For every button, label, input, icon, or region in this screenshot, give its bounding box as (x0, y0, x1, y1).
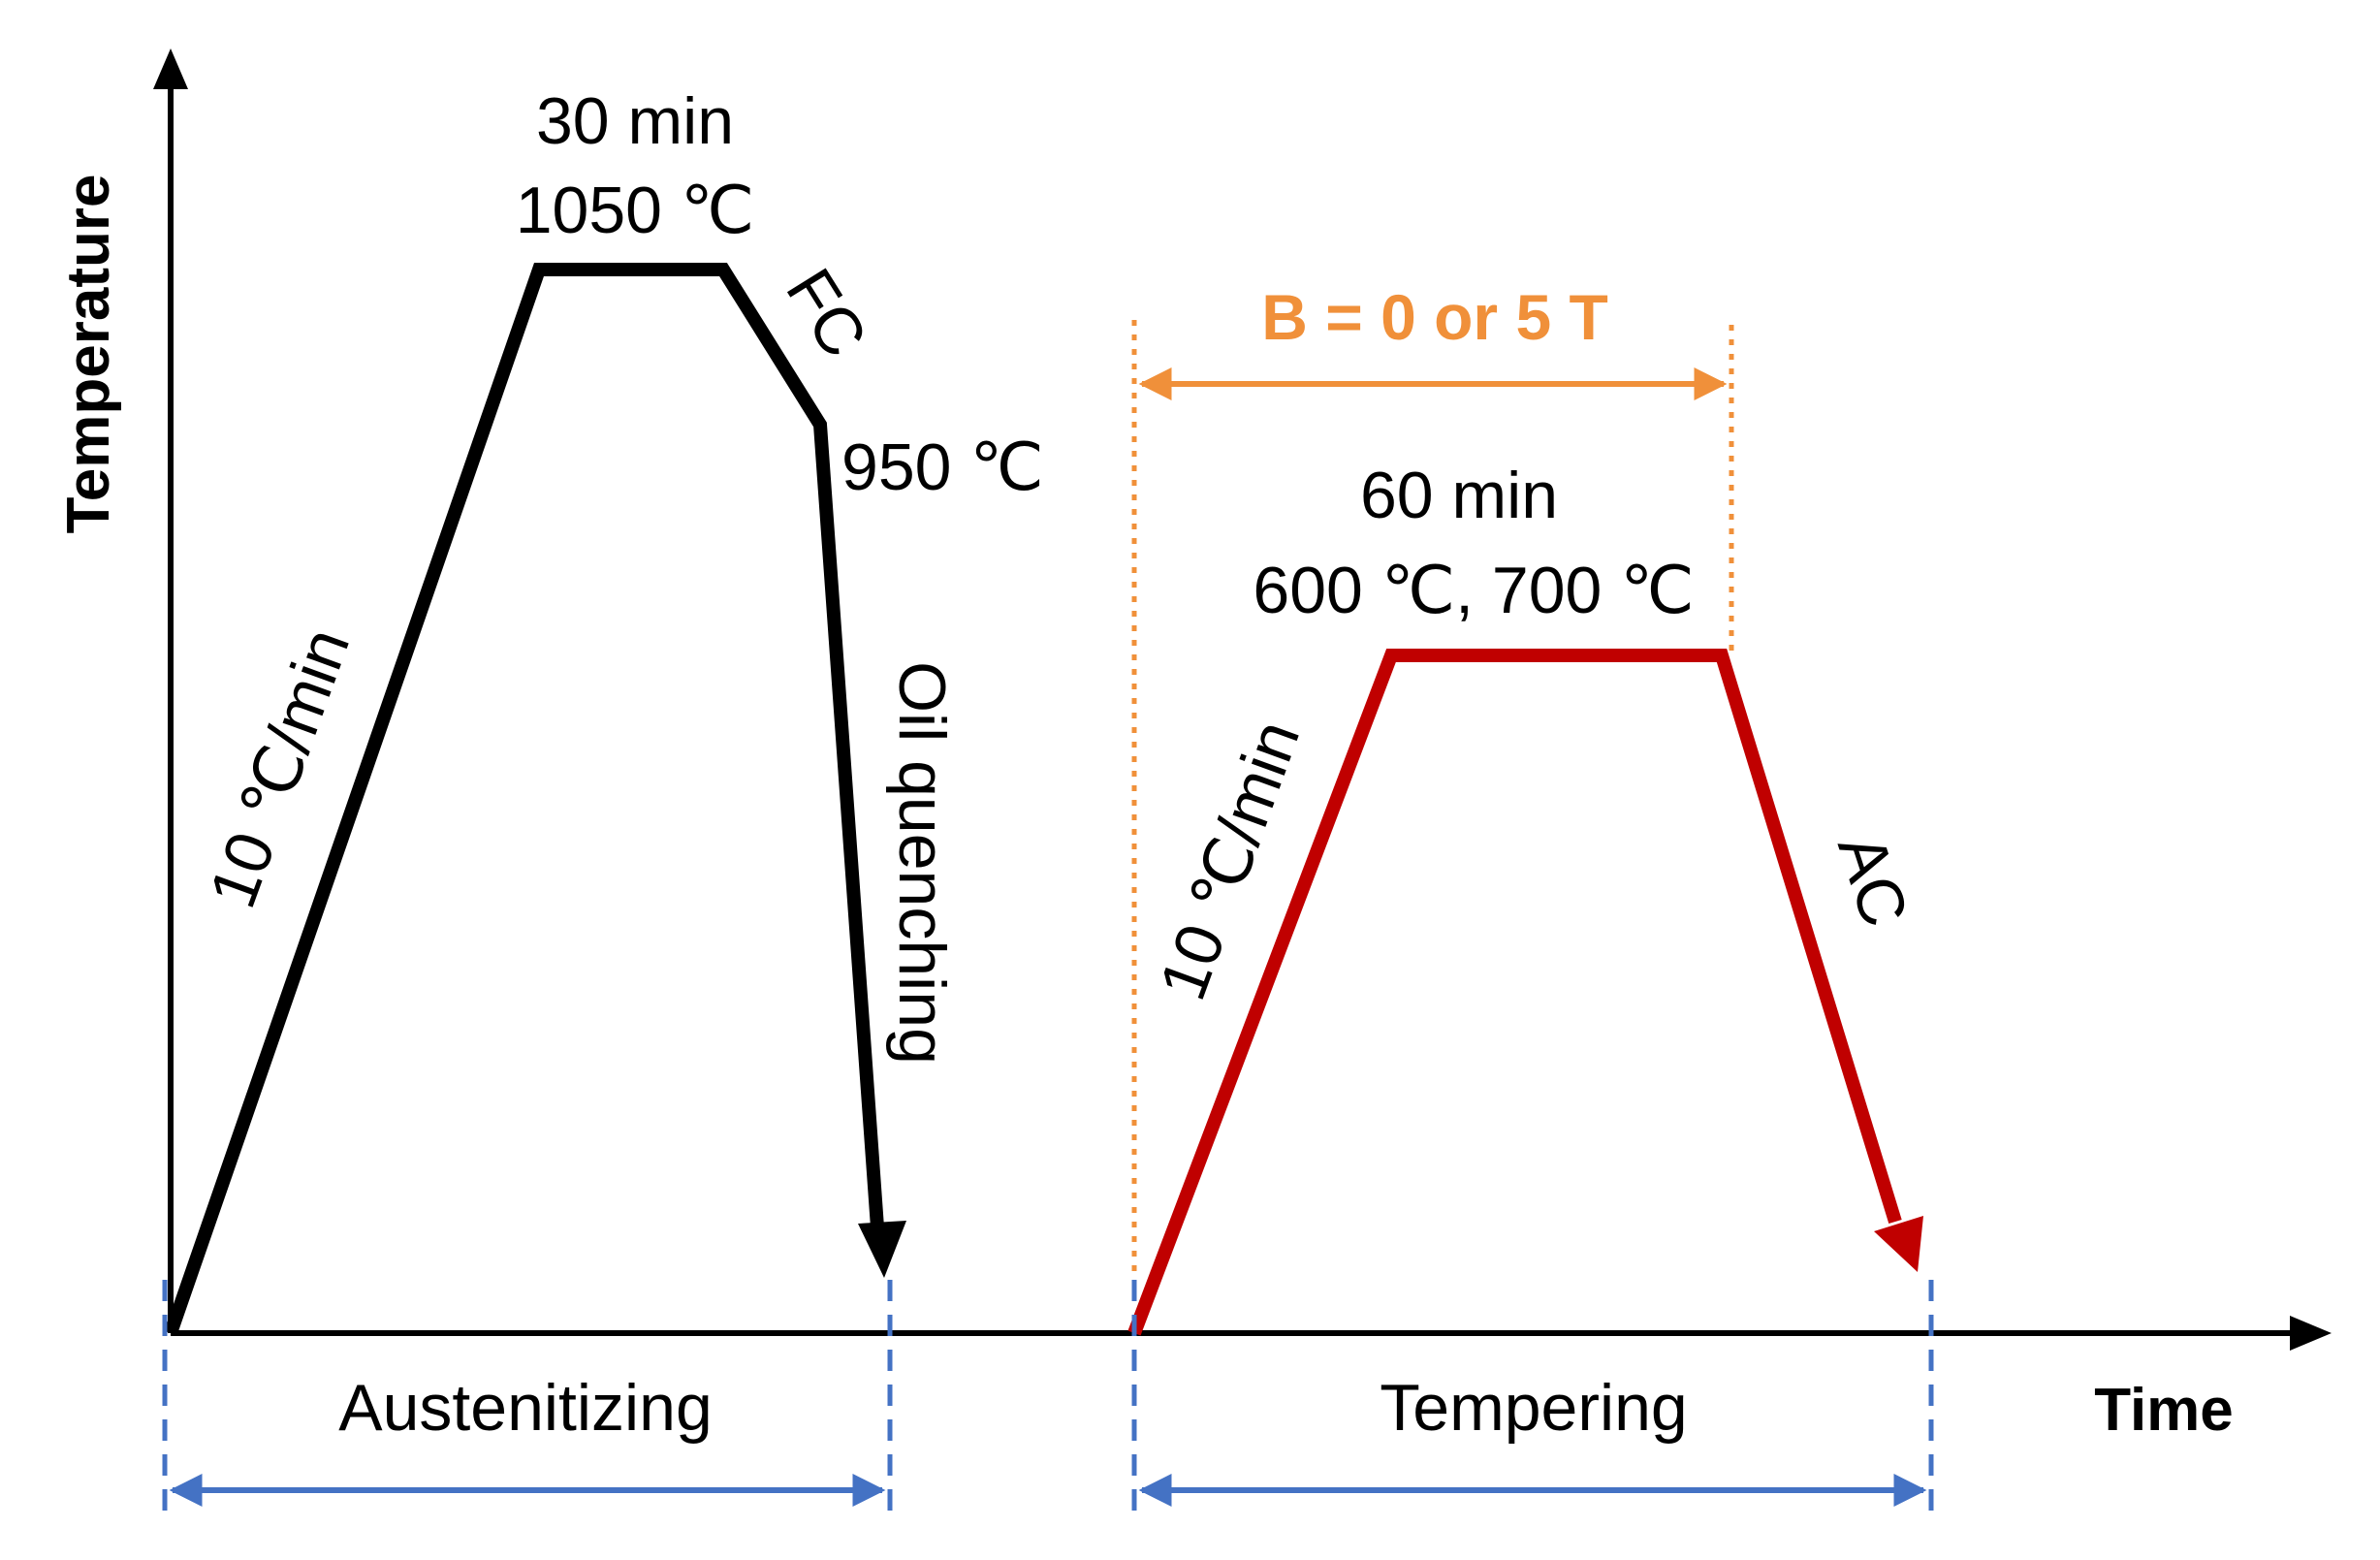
tempering-heating-rate: 10 ℃/min (1145, 711, 1314, 1008)
quench-start-temp: 950 ℃ (841, 430, 1044, 504)
austenitizing-curve (164, 263, 906, 1336)
oil-quench-label: Oil quenching (885, 661, 959, 1065)
x-axis-label: Time (2094, 1377, 2234, 1444)
field-label: B = 0 or 5 T (1261, 281, 1608, 353)
tempering-hold-time: 60 min (1360, 459, 1558, 532)
x-axis (171, 1316, 2332, 1351)
austenitizing-hold-temp: 1050 ℃ (516, 174, 755, 247)
stage-markers (162, 1280, 1934, 1522)
magnetic-field-span (1131, 320, 1734, 1280)
tempering-hold-temps: 600 ℃, 700 ℃ (1253, 554, 1694, 627)
austenitizing-hold-time: 30 min (536, 84, 734, 158)
air-cool-arrowhead (1874, 1216, 1923, 1272)
austenitizing-heating-rate: 10 ℃/min (195, 619, 364, 916)
austenitizing-stage-label: Austenitizing (338, 1371, 713, 1445)
y-axis-label: Temperature (55, 175, 122, 534)
quench-arrowhead (858, 1221, 906, 1278)
y-axis (153, 48, 188, 1333)
tempering-curve (1127, 649, 1923, 1336)
air-cool-label: AC (1824, 825, 1921, 935)
tempering-stage-label: Tempering (1380, 1371, 1688, 1445)
furnace-cool-label: FC (772, 256, 880, 369)
